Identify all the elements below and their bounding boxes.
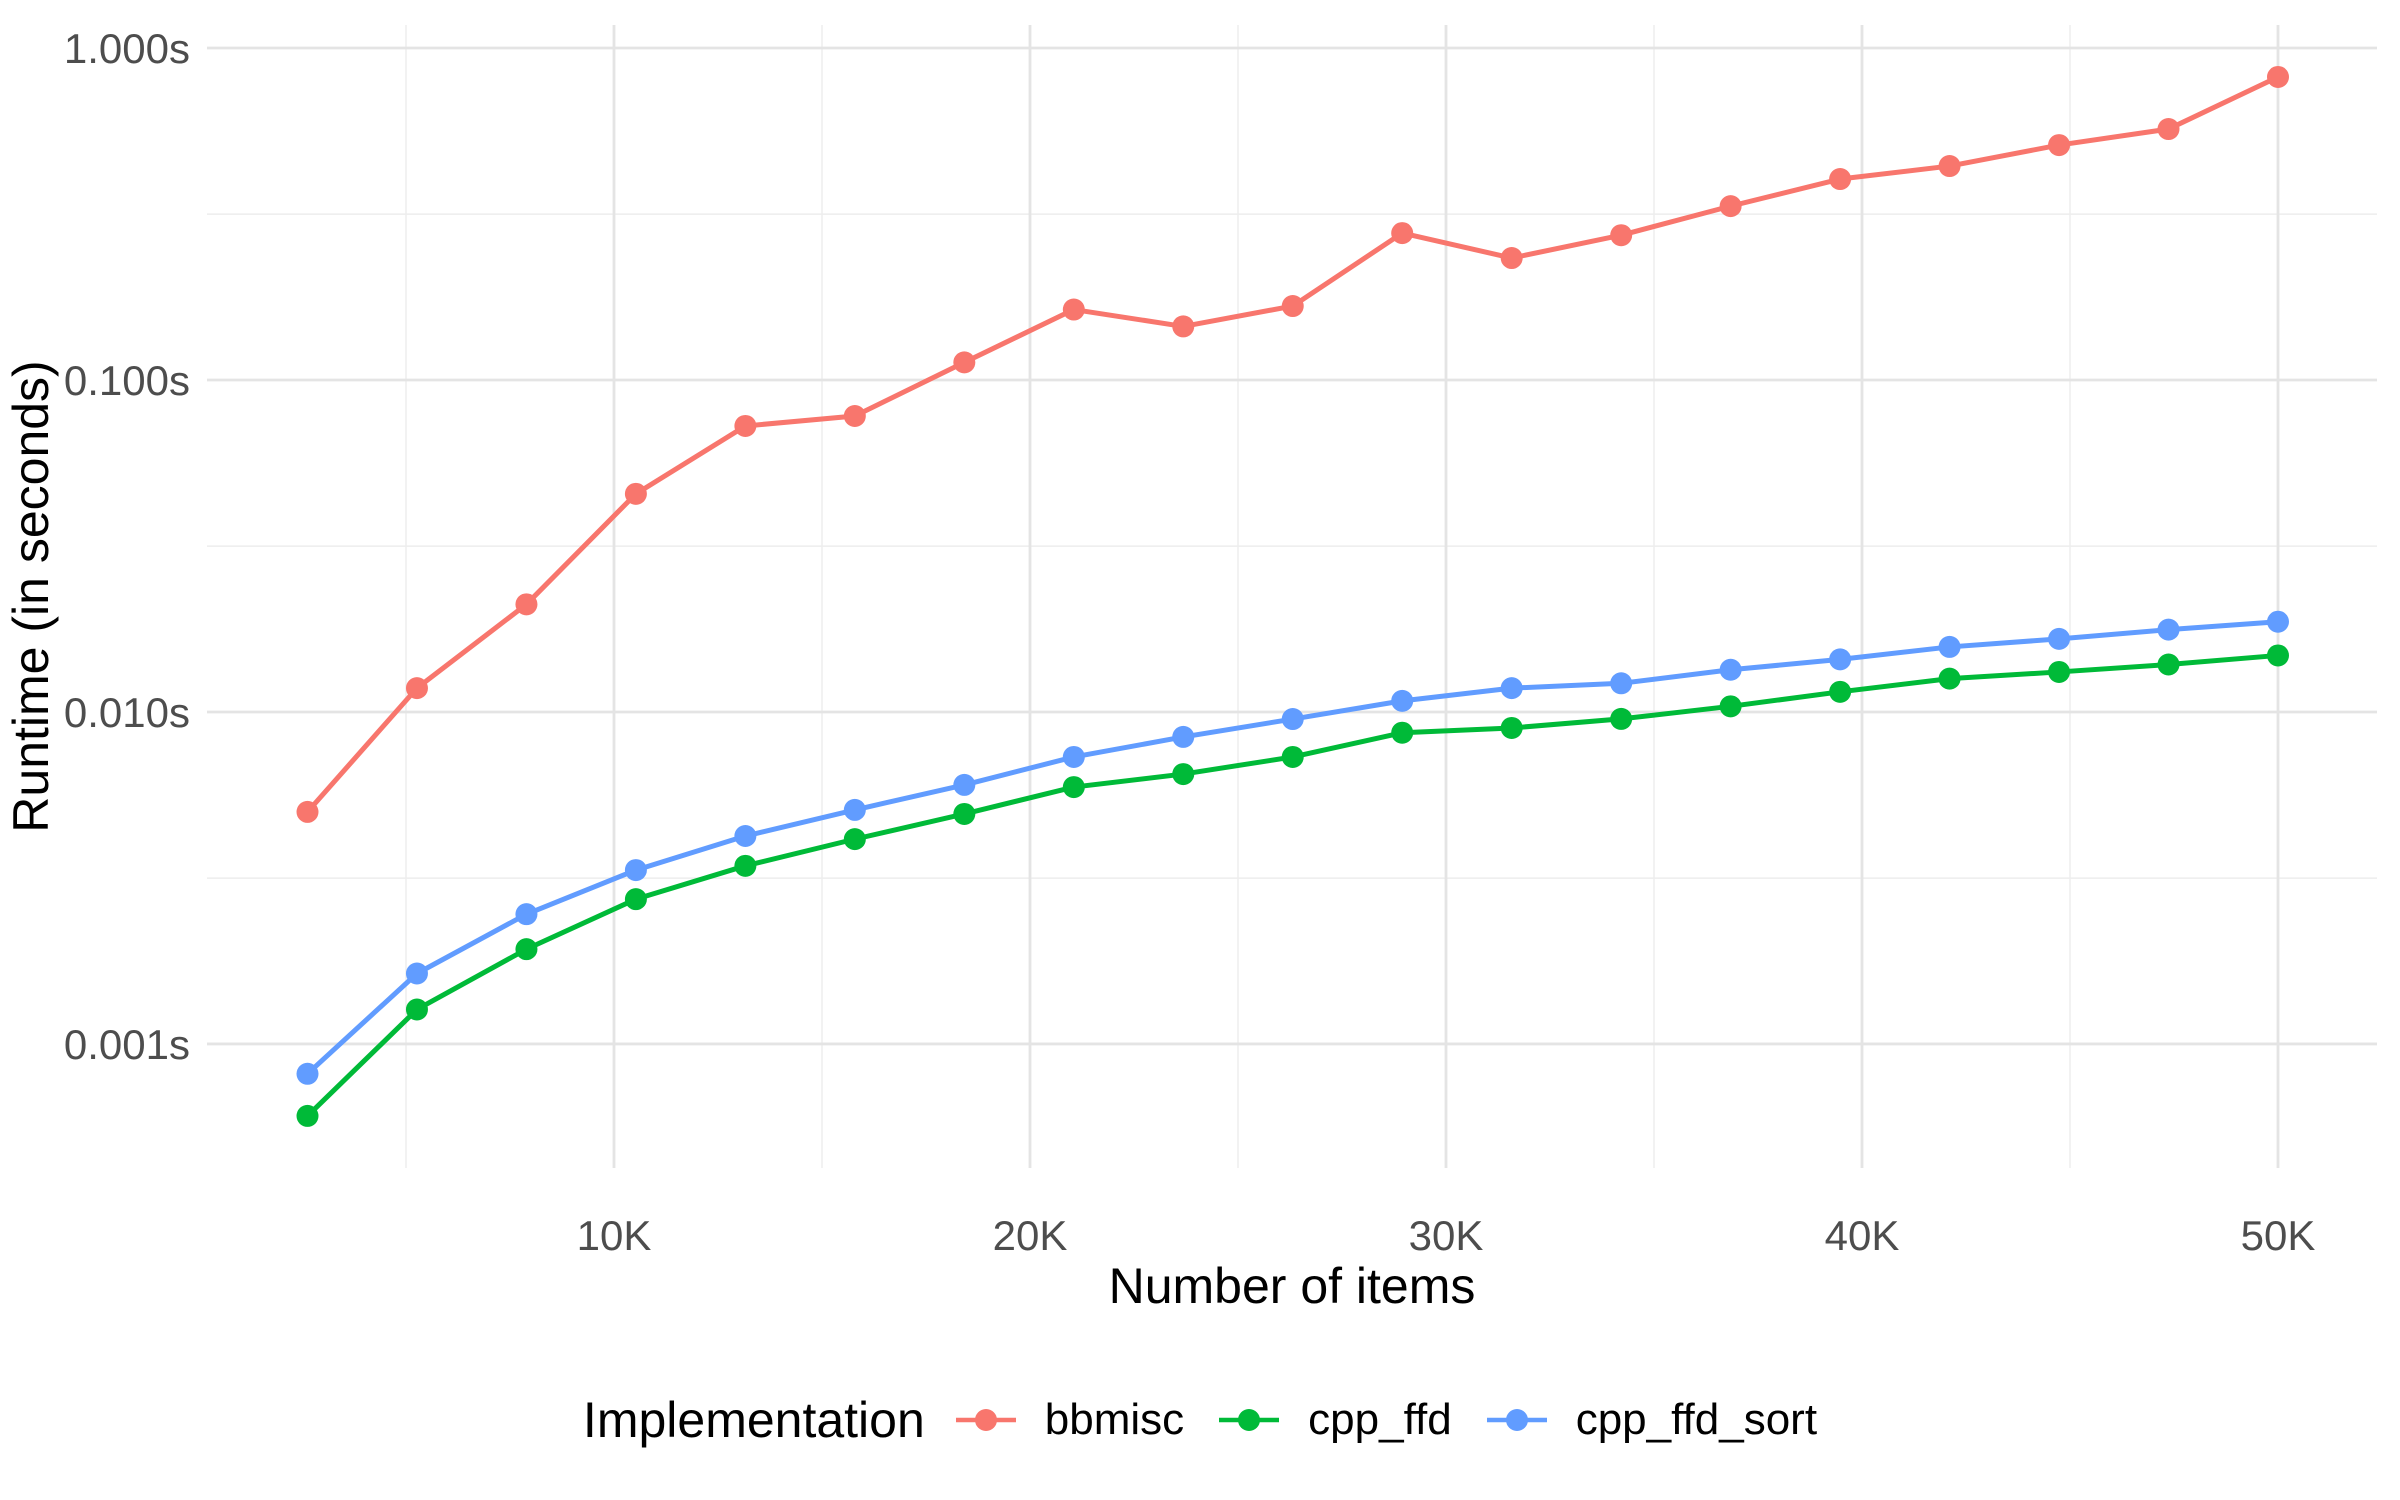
data-point-cpp_ffd_sort [515,903,538,926]
data-point-cpp_ffd [1062,776,1085,799]
data-point-cpp_ffd [1281,745,1304,768]
data-point-bbmisc [1610,224,1633,247]
data-point-bbmisc [1281,295,1304,318]
legend-key-icon [1486,1409,1547,1431]
data-point-bbmisc [1500,247,1523,270]
legend-label: bbmisc [1044,1395,1185,1444]
x-tick-label: 40K [1825,1212,1900,1259]
data-point-bbmisc [734,414,757,437]
data-point-cpp_ffd [2266,644,2289,667]
data-point-cpp_ffd [1610,707,1633,730]
data-point-bbmisc [1938,155,1961,178]
data-point-bbmisc [1062,298,1085,321]
y-tick-label: 0.010s [64,689,190,736]
data-point-bbmisc [296,800,319,823]
data-point-cpp_ffd_sort [1172,725,1195,748]
legend-key-point [974,1409,997,1431]
data-point-cpp_ffd_sort [405,962,428,985]
legend-label: cpp_ffd_sort [1575,1395,1818,1444]
series-line-cpp_ffd_sort [305,619,2281,1077]
data-point-bbmisc [2157,118,2180,141]
y-tick-label: 0.100s [64,357,190,404]
data-point-bbmisc [1172,315,1195,338]
y-axis-title: Runtime (in seconds) [3,360,59,832]
data-point-cpp_ffd [2157,653,2180,676]
x-tick-label: 20K [993,1212,1068,1259]
data-point-cpp_ffd [734,854,757,877]
data-point-cpp_ffd [953,802,976,825]
legend-item-bbmisc: bbmisc [955,1395,1184,1445]
y-tick-label: 0.001s [64,1021,190,1068]
data-point-cpp_ffd_sort [1610,672,1633,695]
x-tick-label: 50K [2241,1212,2316,1259]
data-point-cpp_ffd_sort [843,798,866,821]
data-point-cpp_ffd_sort [953,773,976,796]
data-point-bbmisc [405,677,428,700]
data-point-cpp_ffd_sort [1719,658,1742,681]
data-point-bbmisc [2048,134,2071,157]
data-point-cpp_ffd_sort [2157,618,2180,641]
data-point-bbmisc [2266,65,2289,88]
legend-item-cpp_ffd_sort: cpp_ffd_sort [1486,1395,1817,1445]
legend-label: cpp_ffd [1308,1395,1452,1444]
data-point-cpp_ffd [1391,721,1414,744]
data-point-cpp_ffd [843,828,866,851]
data-point-cpp_ffd [1829,680,1852,703]
x-tick-label: 10K [577,1212,652,1259]
data-point-bbmisc [624,482,647,505]
data-point-cpp_ffd_sort [2048,627,2071,650]
runtime-line-chart: 1.000s 0.100s 0.010s 0.001s 10K 20K 30K 40K 50K N… [3,25,2377,1314]
data-point-cpp_ffd_sort [1500,677,1523,700]
data-point-bbmisc [515,593,538,616]
data-point-cpp_ffd [1500,716,1523,739]
legend: Implementation bbmisc cpp_ffd cpp_ffd_sort [0,1340,2400,1500]
legend-items: bbmisc cpp_ffd cpp_ffd_sort [955,1395,1817,1445]
data-point-cpp_ffd_sort [2266,610,2289,633]
legend-key-point [1505,1409,1528,1431]
legend-item-cpp_ffd: cpp_ffd [1218,1395,1452,1445]
data-point-bbmisc [1829,168,1852,191]
legend-key-point [1238,1409,1261,1431]
data-point-cpp_ffd_sort [1281,708,1304,731]
data-point-cpp_ffd_sort [1391,689,1414,712]
x-axis-title: Number of items [1109,1258,1476,1314]
data-point-cpp_ffd_sort [1829,648,1852,671]
data-point-cpp_ffd_sort [296,1062,319,1085]
legend-title: Implementation [582,1392,925,1448]
legend-key-icon [1219,1409,1280,1431]
data-point-cpp_ffd [1172,763,1195,786]
x-tick-label: 30K [1409,1212,1484,1259]
data-point-cpp_ffd [1938,667,1961,690]
y-tick-label: 1.000s [64,25,190,72]
data-point-cpp_ffd [2048,660,2071,683]
data-point-bbmisc [1391,222,1414,245]
data-point-cpp_ffd [296,1104,319,1127]
legend-key-icon [955,1409,1016,1431]
data-point-cpp_ffd_sort [734,825,757,848]
data-point-cpp_ffd [624,888,647,911]
data-point-cpp_ffd [515,938,538,961]
data-point-cpp_ffd_sort [624,859,647,882]
data-point-bbmisc [1719,195,1742,218]
data-point-cpp_ffd_sort [1062,745,1085,768]
data-point-bbmisc [843,404,866,427]
data-point-cpp_ffd [1719,695,1742,718]
data-point-cpp_ffd [405,998,428,1021]
series-line-bbmisc [305,74,2281,815]
data-point-cpp_ffd_sort [1938,635,1961,658]
data-point-bbmisc [953,351,976,374]
